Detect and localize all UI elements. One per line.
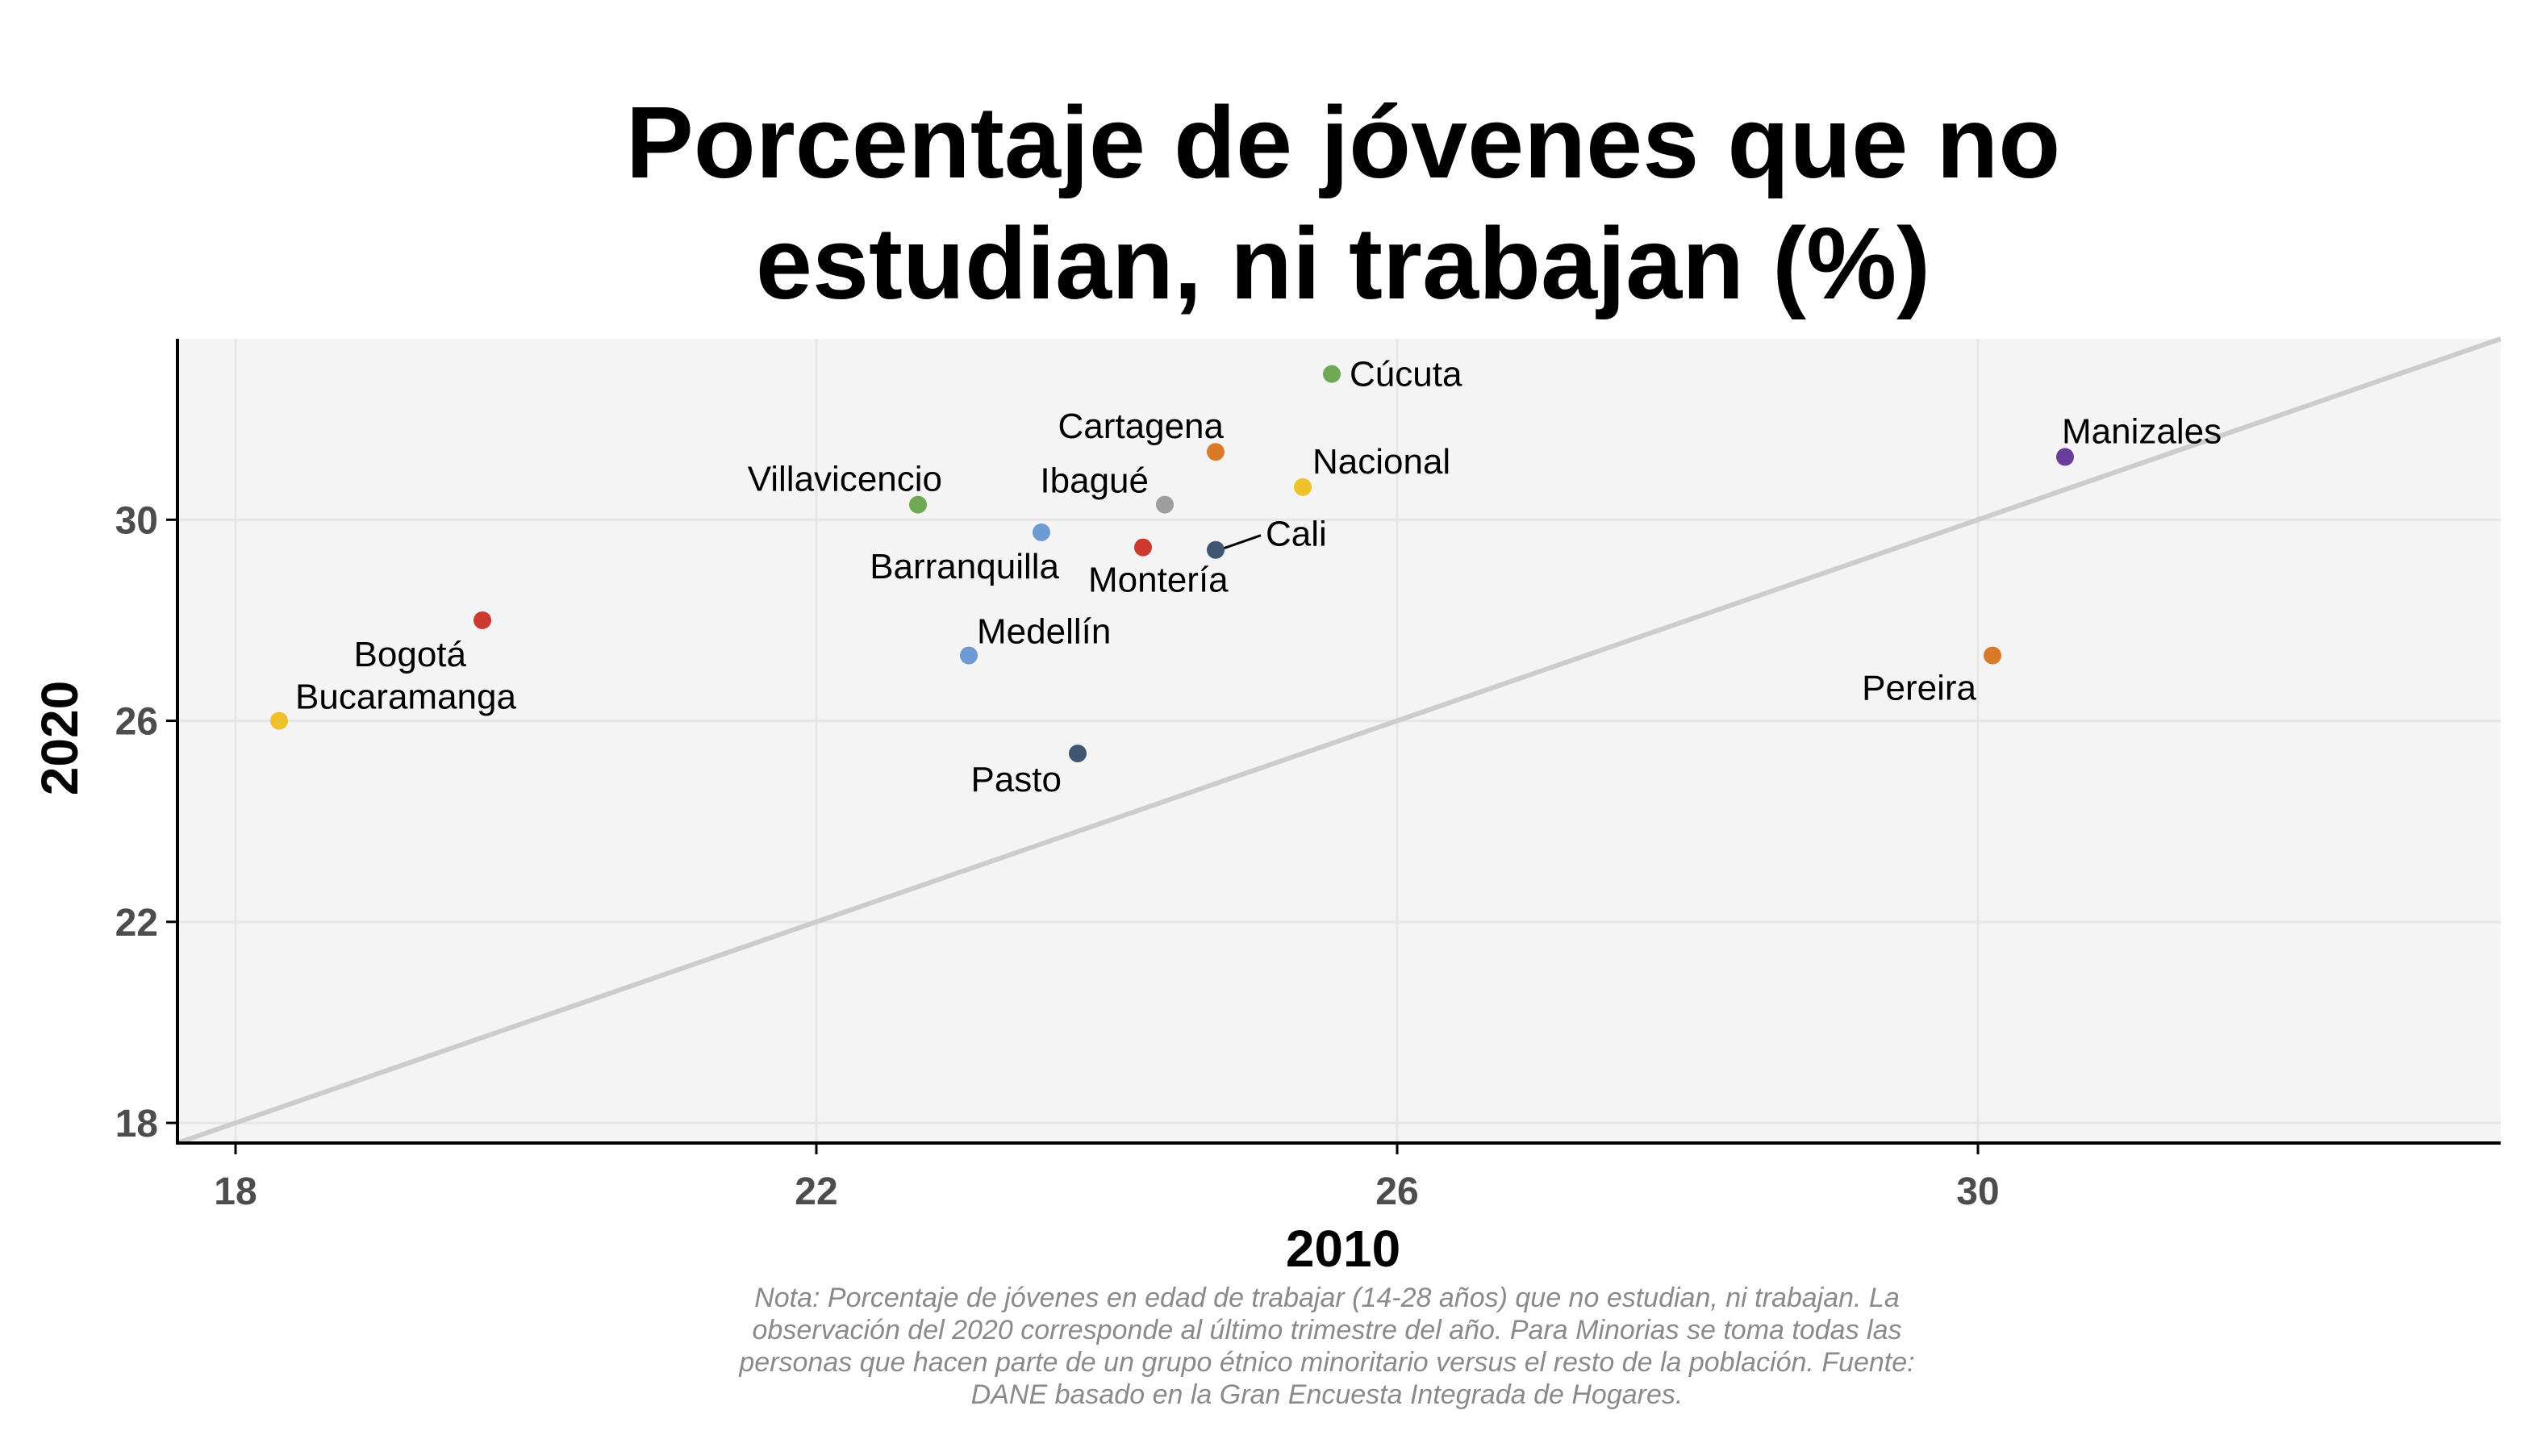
- point-bucaramanga: [270, 711, 288, 730]
- point-ibague: [1156, 495, 1174, 514]
- note-line-1: Nota: Porcentaje de jóvenes en edad de t…: [754, 1283, 1900, 1313]
- label-leader-lines: [1223, 534, 1262, 550]
- label-bucaramanga: Bucaramanga: [295, 678, 516, 717]
- point-pereira: [1984, 646, 2001, 665]
- x-tick-label: 18: [214, 1170, 257, 1213]
- x-tick-label: 26: [1375, 1170, 1418, 1213]
- point-villavicencio: [909, 495, 927, 514]
- label-ibague: Ibagué: [1040, 461, 1149, 501]
- label-cartagena: Cartagena: [1058, 407, 1225, 446]
- leader-line-cali: [1223, 534, 1262, 550]
- chart-title-line-1: Porcentaje de jóvenes que no: [626, 86, 2061, 199]
- point-pasto: [1069, 745, 1087, 763]
- label-nacional: Nacional: [1312, 442, 1450, 482]
- y-tick-label: 30: [115, 499, 158, 542]
- point-cali: [1207, 540, 1225, 559]
- x-tick-label: 30: [1956, 1170, 1999, 1213]
- data-points: [270, 365, 2074, 763]
- grid-lines: [177, 339, 2501, 1143]
- label-medellin: Medellín: [977, 612, 1111, 652]
- tick-labels: 18 22 26 30 18 22 26 30: [115, 499, 2000, 1213]
- label-manizales: Manizales: [2062, 411, 2222, 451]
- label-cali: Cali: [1266, 515, 1327, 554]
- y-tick-label: 22: [115, 902, 158, 945]
- y-tick-label: 18: [115, 1103, 158, 1145]
- point-manizales: [2056, 448, 2074, 466]
- label-cucuta: Cúcuta: [1350, 355, 1462, 394]
- point-nacional: [1294, 478, 1312, 496]
- point-monteria: [1134, 538, 1152, 557]
- x-axis-title: 2010: [1286, 1220, 1400, 1278]
- point-cucuta: [1323, 365, 1341, 383]
- chart-title-line-2: estudian, ni trabajan (%): [756, 207, 1930, 320]
- point-cartagena: [1207, 443, 1225, 461]
- label-bogota: Bogotá: [354, 635, 467, 674]
- point-bogota: [474, 611, 491, 629]
- label-villavicencio: Villavicencio: [748, 460, 942, 499]
- point-barranquilla: [1033, 523, 1050, 541]
- note-line-4: DANE basado en la Gran Encuesta Integrad…: [971, 1379, 1684, 1410]
- label-pereira: Pereira: [1862, 669, 1976, 708]
- x-tick-label: 22: [795, 1170, 837, 1213]
- point-labels: Cúcuta Cartagena Nacional Manizales Villavic…: [295, 355, 2222, 799]
- y-tick-label: 26: [115, 701, 158, 744]
- label-barranquilla: Barranquilla: [870, 547, 1059, 586]
- y-axis-title: 2020: [31, 681, 89, 795]
- label-monteria: Montería: [1088, 561, 1229, 600]
- note-line-3: personas que hacen parte de un grupo étn…: [738, 1347, 1914, 1378]
- label-pasto: Pasto: [970, 760, 1062, 799]
- note-line-2: observación del 2020 corresponde al últi…: [753, 1315, 1902, 1345]
- reference-line: [177, 336, 2501, 1145]
- point-medellin: [960, 646, 978, 665]
- axes: [166, 339, 2501, 1154]
